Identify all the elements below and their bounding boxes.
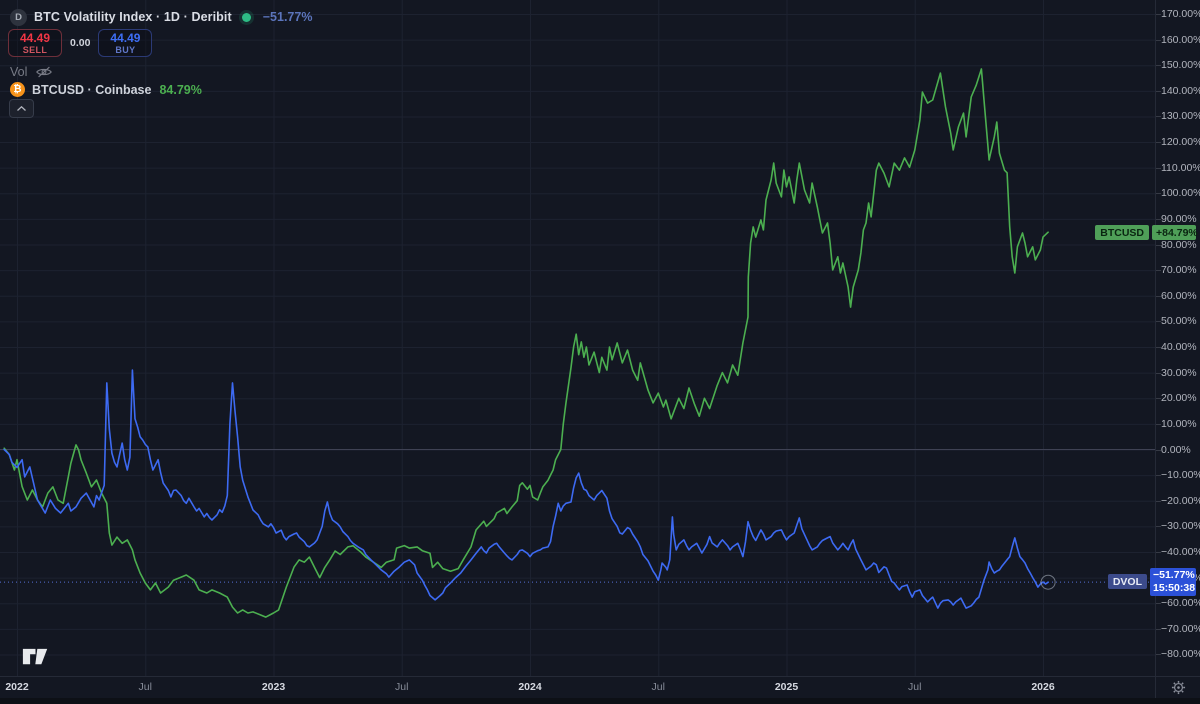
price-axis-tick xyxy=(1156,398,1161,400)
price-axis-tick xyxy=(1156,142,1161,144)
price-axis-tick xyxy=(1156,13,1161,15)
last-point-marker xyxy=(1040,574,1056,590)
dvol-price-label-value: −51.77% xyxy=(1153,569,1195,581)
btcusd-price-label-symbol: BTCUSD xyxy=(1095,225,1149,240)
price-axis-tick xyxy=(1156,654,1161,656)
price-axis-tick xyxy=(1156,116,1161,118)
price-axis-label: −40.00% xyxy=(1161,545,1200,558)
price-axis-label: 110.00% xyxy=(1161,161,1200,174)
legend: D BTC Volatility Index · 1D · Deribit −5… xyxy=(8,8,312,118)
price-axis-label: 100.00% xyxy=(1161,187,1200,200)
price-axis-label: 140.00% xyxy=(1161,84,1200,97)
legend-collapse-button[interactable] xyxy=(9,99,34,118)
price-axis-tick xyxy=(1156,167,1161,169)
price-axis-tick xyxy=(1156,603,1161,605)
main-series-legend-row[interactable]: D BTC Volatility Index · 1D · Deribit −5… xyxy=(10,8,312,26)
sell-price: 44.49 xyxy=(19,30,51,45)
compare-series-legend-row[interactable]: ₿ BTCUSD · Coinbase 84.79% xyxy=(10,81,202,98)
price-axis-label: −30.00% xyxy=(1161,520,1200,533)
price-axis-tick xyxy=(1156,526,1161,528)
price-axis-tick xyxy=(1156,628,1161,630)
price-axis-tick xyxy=(1156,423,1161,425)
price-axis-tick xyxy=(1156,193,1161,195)
price-axis-label: 40.00% xyxy=(1161,341,1197,354)
compare-symbol-title[interactable]: BTCUSD · Coinbase xyxy=(32,82,152,97)
series-line-blue xyxy=(3,369,1049,609)
price-axis-label: −60.00% xyxy=(1161,597,1200,610)
buy-label: BUY xyxy=(115,44,136,55)
window-bottom-edge xyxy=(0,698,1200,704)
time-axis-label: Jul xyxy=(395,681,409,693)
price-axis-label: 150.00% xyxy=(1161,59,1200,72)
dvol-price-label: DVOL −51.77% 15:50:38 xyxy=(1107,568,1196,596)
deribit-exchange-badge: D xyxy=(10,8,27,26)
price-axis-label: 170.00% xyxy=(1161,7,1200,20)
price-axis-label: 120.00% xyxy=(1161,136,1200,149)
price-axis-label: 60.00% xyxy=(1161,289,1197,302)
time-axis-label: Jul xyxy=(908,681,922,693)
price-axis-tick xyxy=(1156,295,1161,297)
price-axis-tick xyxy=(1156,475,1161,477)
buy-button[interactable]: 44.49 BUY xyxy=(98,29,153,57)
price-axis-label: 70.00% xyxy=(1161,264,1197,277)
time-axis-label: 2024 xyxy=(518,681,542,693)
chevron-up-icon xyxy=(17,106,26,111)
price-axis-tick xyxy=(1156,321,1161,323)
price-axis-tick xyxy=(1156,270,1161,272)
sell-label: SELL xyxy=(22,44,48,55)
compare-change-percent: 84.79% xyxy=(159,82,202,97)
symbol-change-percent: −51.77% xyxy=(262,10,313,24)
time-axis-label: 2025 xyxy=(774,681,799,693)
time-axis-label: Jul xyxy=(138,681,152,693)
series-line-green xyxy=(3,68,1049,618)
volume-indicator-label: Vol xyxy=(10,65,28,79)
dvol-price-label-symbol: DVOL xyxy=(1107,574,1147,589)
price-axis-label: −70.00% xyxy=(1161,622,1200,635)
price-chart-pane[interactable] xyxy=(0,0,1155,676)
symbol-title[interactable]: BTC Volatility Index · 1D · Deribit xyxy=(34,10,232,24)
price-axis-label: 10.00% xyxy=(1161,417,1197,430)
price-axis-tick xyxy=(1156,65,1161,67)
dvol-countdown-timer: 15:50:38 xyxy=(1153,582,1196,594)
price-axis-label: 80.00% xyxy=(1161,238,1197,251)
btcusd-price-label-value: +84.79% xyxy=(1152,225,1198,240)
price-axis-tick xyxy=(1156,372,1161,374)
price-axis-tick xyxy=(1156,551,1161,553)
eye-off-icon[interactable] xyxy=(35,65,53,79)
price-axis-label: 50.00% xyxy=(1161,315,1197,328)
price-axis-label: 0.00% xyxy=(1161,443,1191,456)
price-axis-tick xyxy=(1156,347,1161,349)
tradingview-logo[interactable] xyxy=(22,648,52,667)
price-axis-tick xyxy=(1156,449,1161,451)
price-axis-label: −20.00% xyxy=(1161,494,1200,507)
gear-icon[interactable] xyxy=(1171,680,1186,695)
price-axis-label: 130.00% xyxy=(1161,110,1200,123)
buy-price: 44.49 xyxy=(110,30,141,45)
price-axis-tick xyxy=(1156,39,1161,41)
price-axis-tick xyxy=(1156,500,1161,502)
time-axis-label: Jul xyxy=(651,681,665,693)
order-panel: 44.49 SELL 0.00 44.49 BUY xyxy=(8,29,153,57)
price-axis-label: 30.00% xyxy=(1161,366,1197,379)
price-axis-tick xyxy=(1156,90,1161,92)
time-axis[interactable]: 2022 Jul 2023 Jul 2024 Jul 2025 Jul 2026 xyxy=(0,676,1155,698)
bitcoin-icon: ₿ xyxy=(10,82,25,97)
axis-settings-corner xyxy=(1155,676,1200,698)
bid-ask-spread: 0.00 xyxy=(70,37,91,49)
price-axis-label: −10.00% xyxy=(1161,469,1200,482)
price-axis-label: 90.00% xyxy=(1161,212,1197,225)
price-axis-label: 20.00% xyxy=(1161,392,1197,405)
volume-indicator-row[interactable]: Vol xyxy=(10,63,53,81)
time-axis-label: 2023 xyxy=(261,681,286,693)
time-axis-label: 2022 xyxy=(5,681,29,693)
price-axis-tick xyxy=(1156,244,1161,246)
market-status-dot-icon xyxy=(241,12,251,22)
price-axis-tick xyxy=(1156,218,1161,220)
sell-button[interactable]: 44.49 SELL xyxy=(8,29,62,57)
price-axis-label: −80.00% xyxy=(1161,648,1200,661)
btcusd-price-label: BTCUSD +84.79% xyxy=(1095,225,1198,240)
time-axis-label: 2026 xyxy=(1031,681,1055,693)
price-axis-label: 160.00% xyxy=(1161,33,1200,46)
